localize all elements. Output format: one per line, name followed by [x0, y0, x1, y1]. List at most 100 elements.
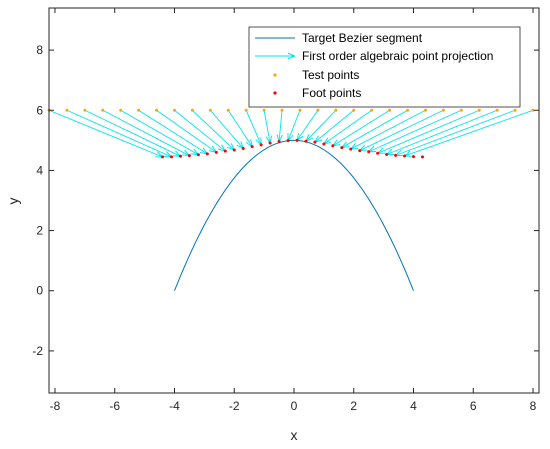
legend-box — [248, 26, 521, 108]
foot-point — [268, 141, 272, 145]
projection-arrow — [279, 110, 282, 141]
projection-arrow — [324, 109, 372, 144]
test-point — [172, 108, 176, 112]
foot-point — [178, 154, 182, 158]
test-point — [155, 108, 159, 112]
projection-arrow — [333, 109, 390, 145]
y-tick-label: -2 — [32, 344, 43, 358]
projection-arrow — [227, 110, 252, 146]
test-point — [65, 108, 69, 112]
projection-arrow — [405, 109, 534, 156]
foot-point — [304, 139, 308, 143]
x-tick-label: 0 — [291, 399, 298, 413]
projection-arrow — [306, 109, 337, 141]
projection-arrow — [288, 110, 301, 140]
legend-foot-points-swatch — [273, 91, 277, 95]
test-point — [459, 108, 463, 112]
foot-point — [412, 155, 416, 159]
projection-arrow — [245, 110, 261, 145]
projection-arrow — [369, 109, 462, 152]
y-tick-label: 2 — [36, 224, 43, 238]
projection-arrow — [210, 109, 243, 148]
test-point — [244, 108, 248, 112]
projection-arrow — [378, 109, 480, 153]
test-point — [513, 108, 517, 112]
legend-foot-points-label: Foot points — [302, 86, 361, 100]
foot-point — [376, 151, 380, 155]
projection-arrow — [396, 109, 516, 155]
projection-arrow — [156, 109, 217, 152]
test-point — [137, 108, 141, 112]
projection-arrow — [297, 110, 319, 140]
foot-point — [313, 140, 317, 144]
test-point — [423, 108, 427, 112]
projection-arrow — [66, 109, 172, 157]
projection-arrow — [342, 109, 408, 147]
foot-point — [394, 153, 398, 157]
test-point — [226, 108, 230, 112]
x-tick-label: 4 — [410, 399, 417, 413]
foot-point — [187, 154, 191, 158]
foot-point — [286, 139, 290, 143]
foot-point — [277, 140, 281, 144]
foot-point — [250, 145, 254, 149]
foot-point — [295, 138, 299, 142]
x-tick-label: 2 — [350, 399, 357, 413]
test-point — [495, 108, 499, 112]
projection-arrow — [174, 109, 225, 151]
projection-arrow — [84, 109, 181, 156]
projection-arrow — [120, 109, 199, 155]
test-point — [531, 108, 535, 112]
test-point — [441, 108, 445, 112]
projection-arrow — [192, 109, 234, 150]
projection-arrow — [263, 110, 270, 143]
projection-arrow — [360, 109, 444, 150]
foot-point — [340, 146, 344, 150]
foot-point — [259, 143, 263, 147]
projection-arrow — [48, 109, 163, 157]
foot-point — [205, 152, 209, 156]
foot-point — [367, 150, 371, 154]
foot-point — [331, 144, 335, 148]
projection-arrow — [315, 109, 355, 142]
x-axis-label: x — [291, 427, 298, 443]
test-point — [119, 108, 123, 112]
foot-point — [349, 147, 353, 151]
projection-arrow — [351, 109, 426, 149]
test-point — [388, 108, 392, 112]
foot-point — [232, 148, 236, 152]
test-point — [101, 108, 105, 112]
bezier-curve — [174, 139, 414, 291]
foot-point — [196, 153, 200, 157]
foot-point — [358, 149, 362, 153]
test-point — [334, 108, 338, 112]
projection-arrow — [102, 109, 190, 155]
x-tick-label: -4 — [169, 399, 180, 413]
foot-point — [214, 150, 218, 154]
legend: Target Bezier segment First order algebr… — [248, 26, 521, 108]
foot-point — [322, 142, 326, 146]
foot-point — [170, 155, 173, 159]
foot-point — [223, 149, 227, 153]
test-point — [370, 108, 374, 112]
y-tick-label: 8 — [36, 43, 43, 57]
x-tick-label: 8 — [530, 399, 537, 413]
legend-projection-label: First order algebraic point projection — [302, 49, 493, 63]
foot-point — [241, 146, 245, 150]
x-tick-label: -8 — [50, 399, 61, 413]
y-tick-label: 6 — [36, 103, 43, 117]
y-tick-label: 4 — [36, 163, 43, 177]
test-point — [83, 108, 87, 112]
foot-point — [420, 155, 424, 159]
test-point — [262, 108, 266, 112]
ticks-layer: -8 -6 -4 -2 0 2 4 6 8 -2 0 2 4 6 8 — [32, 8, 539, 413]
x-tick-label: -2 — [229, 399, 240, 413]
projection-arrow — [387, 109, 498, 154]
foot-point — [161, 155, 165, 159]
test-point — [477, 108, 481, 112]
foot-point — [385, 152, 389, 156]
legend-test-points-swatch — [273, 73, 277, 77]
test-point — [316, 108, 320, 112]
test-point — [298, 108, 302, 112]
